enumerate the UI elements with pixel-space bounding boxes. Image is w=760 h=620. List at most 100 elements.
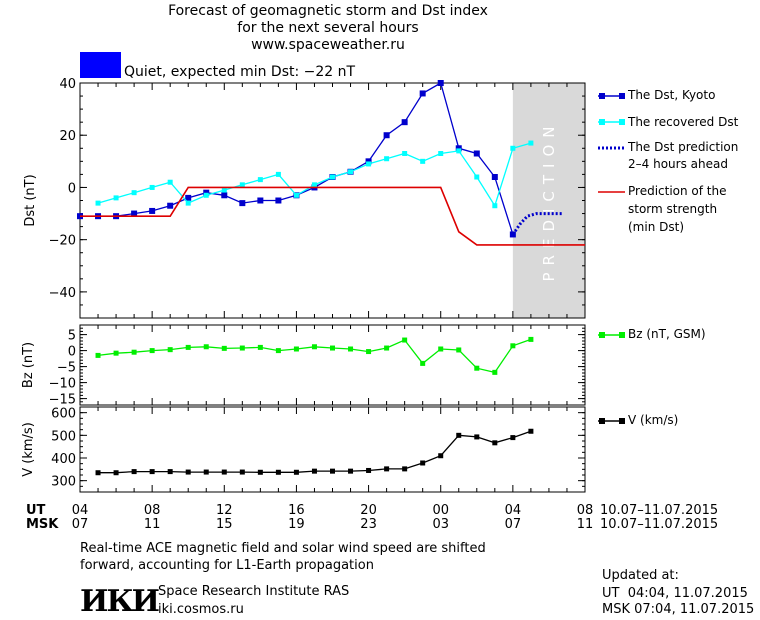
- data-point: [95, 470, 101, 476]
- data-point: [330, 174, 335, 180]
- data-point: [402, 466, 408, 472]
- data-point: [437, 80, 444, 86]
- data-point: [149, 184, 155, 190]
- data-point: [474, 365, 480, 371]
- data-point: [185, 469, 191, 475]
- series-line: [80, 186, 585, 246]
- footer-note-line-2: forward, accounting for L1-Earth propaga…: [80, 558, 374, 573]
- data-point: [239, 182, 245, 188]
- x-tick-label-msk: 11: [144, 517, 161, 532]
- x-tick-label-ut: 20: [360, 503, 377, 518]
- y-tick-label: 600: [51, 407, 76, 422]
- legend-marks: [598, 93, 625, 424]
- legend-strength-label-2: storm strength: [628, 202, 718, 216]
- series-line: [97, 142, 532, 208]
- x-tick-label-msk: 19: [288, 517, 305, 532]
- legend-strength-label-3: (min Dst): [628, 220, 685, 234]
- x-tick-label-ut: 04: [505, 503, 522, 518]
- v-panel: 600 500 400 300 V (km/s): [21, 406, 586, 493]
- data-point: [348, 169, 354, 175]
- legend-prediction-label-2: 2–4 hours ahead: [628, 157, 728, 171]
- data-point: [510, 435, 516, 441]
- data-point: [167, 469, 173, 475]
- data-point: [221, 469, 227, 475]
- x-tick-label-ut: 08: [144, 503, 161, 518]
- data-point: [510, 145, 516, 151]
- x-tick-label-msk: 07: [505, 517, 522, 532]
- y-tick-label: 300: [51, 475, 76, 490]
- data-point: [456, 148, 462, 154]
- series-line: [80, 82, 514, 235]
- data-point: [528, 428, 534, 434]
- site-url: www.spaceweather.ru: [251, 37, 405, 53]
- data-point: [528, 336, 534, 342]
- data-point: [492, 369, 498, 375]
- data-point: [275, 469, 281, 475]
- data-point: [311, 468, 317, 474]
- data-point: [311, 182, 317, 188]
- panel-frame: [79, 324, 586, 406]
- footer-note-line-1: Real-time ACE magnetic field and solar w…: [80, 541, 486, 556]
- data-point: [311, 344, 317, 350]
- data-point: [239, 345, 245, 351]
- data-point: [257, 469, 263, 475]
- data-point: [402, 337, 408, 343]
- data-point: [203, 344, 209, 350]
- data-point: [384, 466, 390, 472]
- data-point: [275, 348, 281, 354]
- data-point: [221, 345, 227, 351]
- data-point: [402, 151, 408, 156]
- data-point: [365, 158, 372, 165]
- data-point: [456, 432, 462, 438]
- data-point: [293, 469, 299, 475]
- data-point: [95, 200, 101, 206]
- data-point: [455, 145, 462, 152]
- bz-panel: 50−5−10−15 Bz (nT): [21, 324, 586, 408]
- data-point: [221, 192, 228, 199]
- data-point: [167, 202, 174, 209]
- x-tick-label-ut: 04: [72, 503, 89, 518]
- iki-logo: ИКИ: [80, 584, 160, 619]
- data-point: [438, 453, 444, 459]
- x-tick-label-ut: 08: [577, 503, 594, 518]
- data-point: [203, 189, 210, 196]
- data-point: [185, 194, 192, 201]
- data-point: [239, 469, 245, 475]
- data-point: [113, 350, 119, 356]
- data-point: [149, 469, 155, 475]
- legend-prediction-label-1: The Dst prediction: [628, 140, 739, 154]
- legend-marker: [599, 332, 605, 338]
- data-point: [239, 200, 246, 207]
- date-range-msk: 10.07–11.07.2015: [600, 517, 718, 532]
- legend-marker: [599, 418, 605, 424]
- data-point: [149, 207, 156, 214]
- y-axis-label: V (km/s): [21, 422, 36, 477]
- legend-bz-label: Bz (nT, GSM): [628, 327, 706, 341]
- data-point: [203, 469, 209, 475]
- x-tick-label-msk: 03: [432, 517, 449, 532]
- y-tick-label: −40: [49, 286, 76, 301]
- data-point: [384, 156, 390, 162]
- legend-marker: [619, 418, 625, 424]
- x-tick-label-ut: 16: [288, 503, 305, 518]
- date-range-ut: 10.07–11.07.2015: [600, 503, 718, 518]
- data-point: [113, 195, 119, 201]
- data-point: [528, 140, 534, 146]
- data-point: [330, 468, 335, 474]
- data-point: [131, 190, 137, 196]
- status-text: Quiet, expected min Dst: −22 nT: [124, 64, 356, 80]
- data-point: [330, 345, 335, 351]
- x-row-label-msk: MSK: [26, 517, 59, 532]
- legend-marker: [599, 93, 605, 99]
- prediction-band-label: PREDICTION: [540, 119, 558, 281]
- legend-strength-label-1: Prediction of the: [628, 184, 727, 198]
- legend-recovered-label: The recovered Dst: [628, 115, 739, 129]
- panel-frame: [79, 82, 586, 319]
- x-tick-label-ut: 12: [216, 503, 233, 518]
- data-point: [420, 360, 426, 366]
- data-point: [420, 460, 426, 466]
- data-point: [275, 197, 282, 204]
- x-tick-label-msk: 23: [360, 517, 377, 532]
- data-point: [474, 174, 480, 180]
- y-tick-label: 5: [68, 329, 76, 344]
